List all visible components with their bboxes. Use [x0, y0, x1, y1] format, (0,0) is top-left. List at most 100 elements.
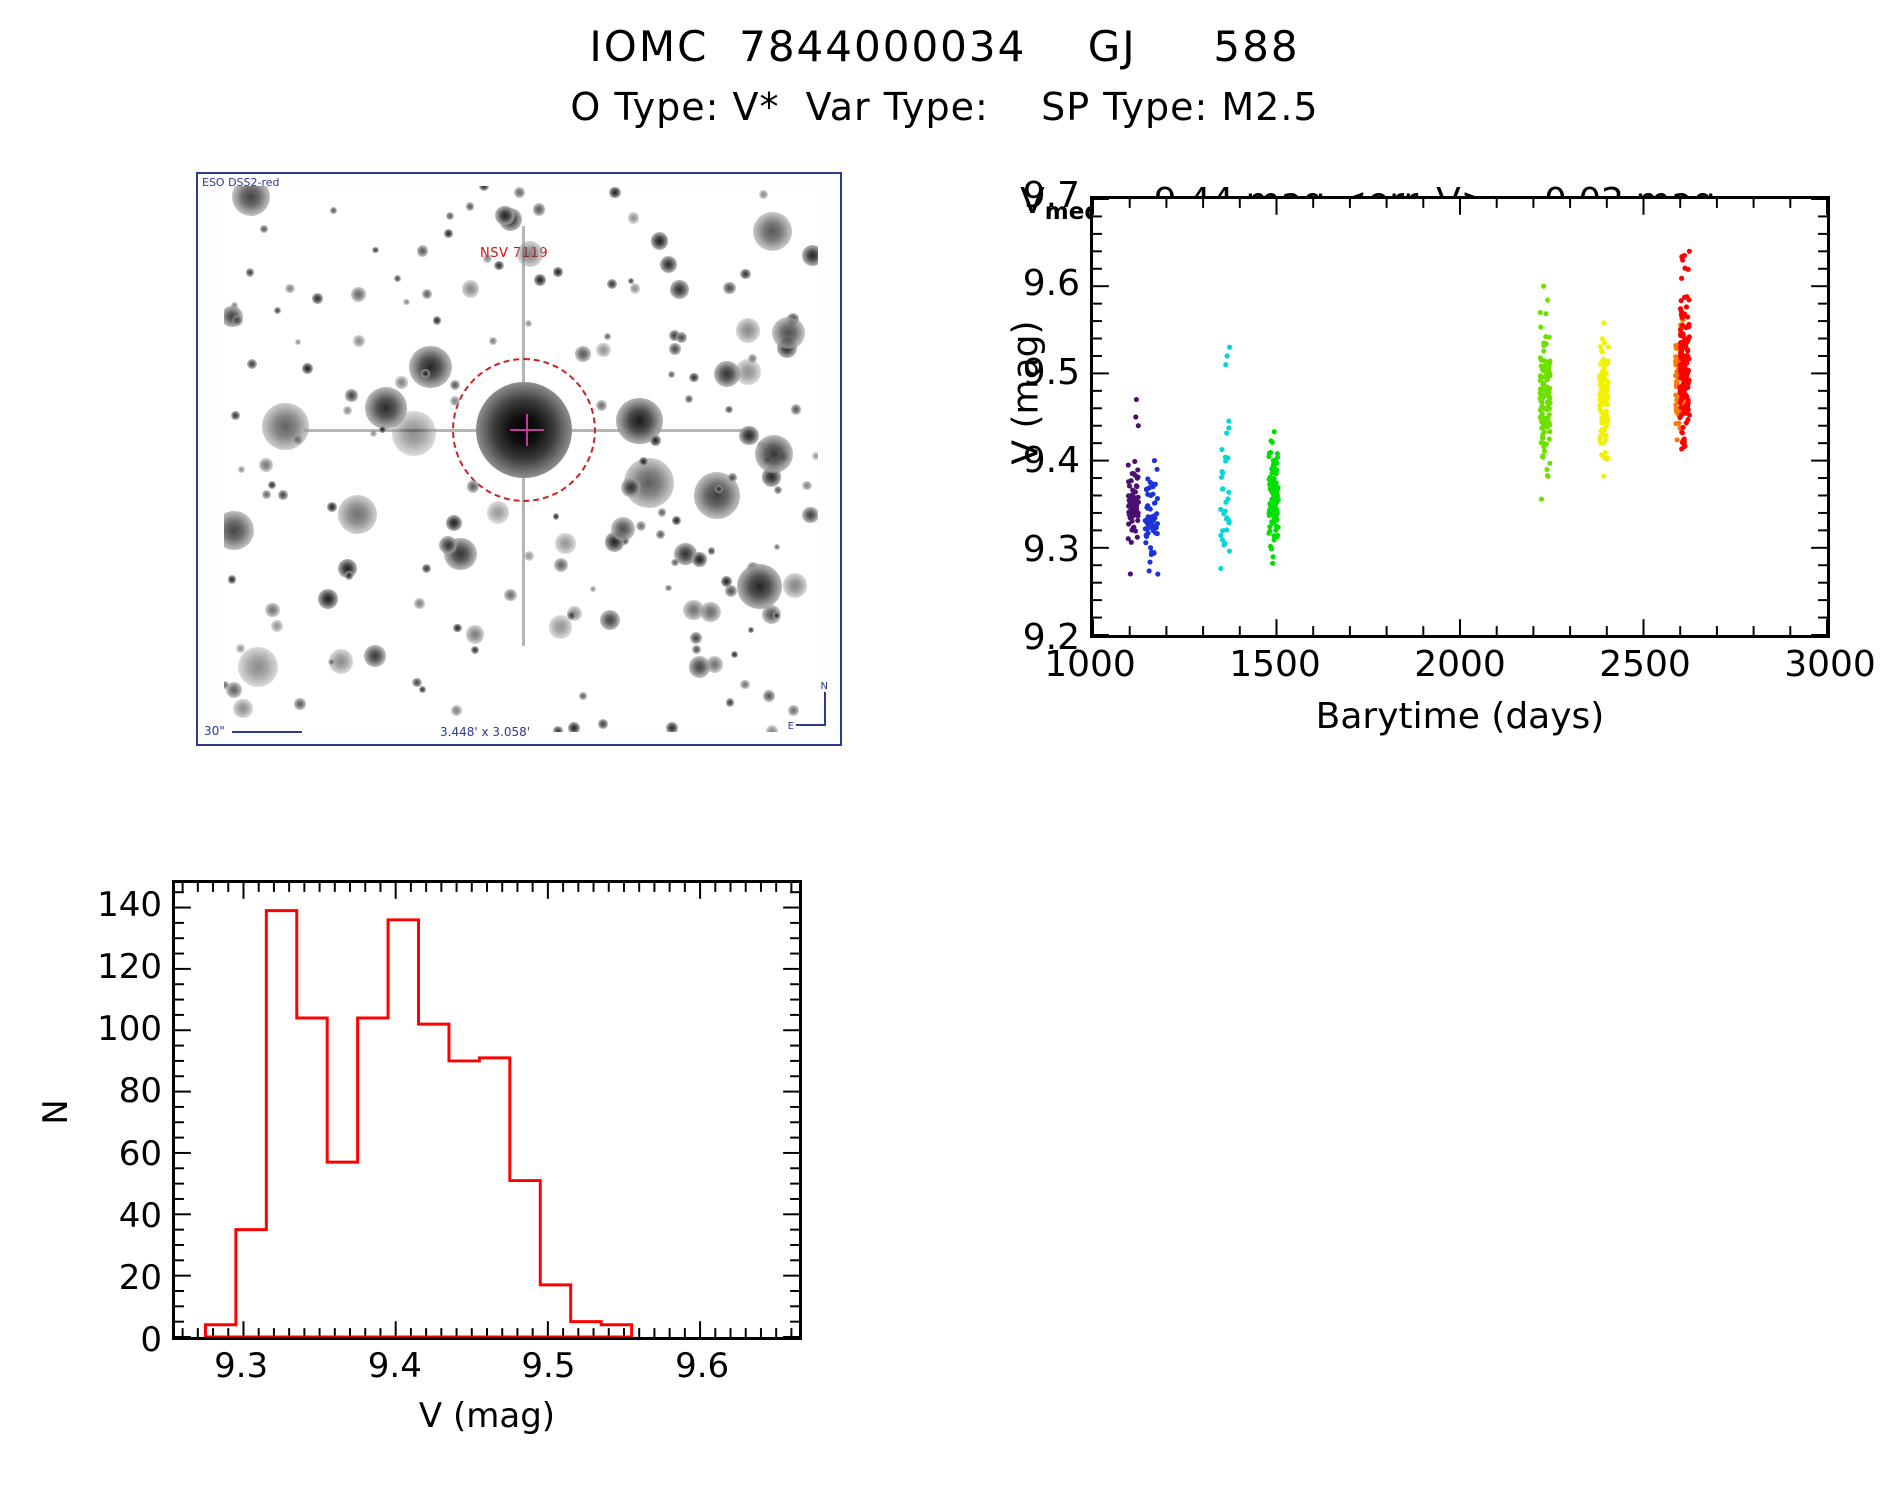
field-star [391, 411, 436, 456]
light-curve-panel: Vmed = 9.44 mag <err_V> = 0.02 mag 9.29.… [980, 140, 1876, 738]
field-star [532, 202, 546, 216]
field-star [812, 452, 818, 461]
scatter-series-rev-group-4 [1266, 429, 1281, 566]
field-star [754, 434, 793, 474]
field-star [802, 506, 818, 524]
histogram-y-tick: 120 [97, 947, 162, 988]
field-star [650, 232, 669, 250]
field-star [444, 229, 453, 239]
field-star [788, 704, 800, 716]
field-star [782, 573, 808, 598]
field-star [450, 379, 461, 390]
field-star [752, 211, 792, 251]
field-star [690, 632, 703, 645]
field-star [338, 495, 378, 535]
histogram-y-tick: 80 [118, 1071, 162, 1112]
light-curve-y-tick: 9.4 [1022, 440, 1080, 482]
field-star [748, 626, 755, 633]
field-star [466, 480, 479, 493]
scatter-series-rev-group-1 [1125, 396, 1142, 577]
field-star [294, 339, 302, 346]
field-star [688, 656, 711, 678]
field-star [351, 286, 367, 302]
histogram-y-tick: 100 [97, 1009, 162, 1050]
field-star [670, 280, 690, 300]
field-of-view-label: 3.448' x 3.058' [440, 725, 531, 739]
field-star [713, 361, 740, 387]
field-star [261, 490, 271, 500]
scatter-series-rev-group-6 [1596, 320, 1611, 479]
scatter-series-rev-group-3 [1218, 344, 1233, 572]
field-star [265, 602, 280, 618]
light-curve-y-tick-labels: 9.2 9.3 9.4 9.5 9.6 9.7 [980, 178, 1080, 656]
field-star [790, 404, 801, 415]
field-star [453, 623, 462, 633]
field-star [228, 575, 237, 584]
field-star [422, 289, 432, 300]
field-star [706, 655, 724, 673]
field-star [461, 280, 480, 299]
field-star [513, 186, 525, 198]
field-star [555, 533, 576, 554]
field-star [353, 335, 365, 347]
field-star [259, 457, 274, 472]
field-star [278, 490, 288, 500]
field-star [578, 691, 588, 700]
field-star [245, 268, 255, 277]
field-star [674, 542, 697, 566]
field-star [486, 501, 510, 524]
light-curve-x-tick: 1000 [1044, 644, 1136, 685]
field-star [438, 536, 458, 555]
field-star [603, 332, 612, 340]
field-star [575, 346, 591, 362]
field-star [725, 405, 733, 414]
field-star [450, 704, 463, 716]
field-star [595, 399, 608, 412]
field-star [224, 680, 230, 690]
finder-chart-frame: ESO DSS2-red NSV 7119 30" 3.448' x 3.058… [196, 172, 842, 746]
field-star [707, 547, 715, 555]
histogram-y-axis-title: N [36, 1099, 76, 1125]
field-star [517, 241, 543, 267]
field-star [344, 571, 354, 581]
field-star [465, 202, 475, 211]
field-star [237, 465, 245, 473]
field-star [260, 224, 269, 233]
field-star [345, 389, 358, 402]
histogram-x-axis-title: V (mag) [418, 1396, 556, 1436]
light-curve-x-tick-labels: 1000 1500 2000 2500 3000 [1044, 644, 1876, 690]
field-star [609, 187, 621, 199]
compass-east-label: E [787, 721, 794, 732]
histogram-step-outline [203, 909, 634, 1337]
field-star [802, 480, 812, 491]
field-star [630, 283, 641, 294]
field-star [231, 186, 270, 216]
field-star [267, 480, 277, 490]
field-star [364, 644, 386, 667]
light-curve-y-tick: 9.5 [1022, 351, 1080, 393]
field-star [700, 601, 722, 623]
light-curve-y-tick: 9.3 [1022, 528, 1080, 570]
field-star [714, 485, 723, 493]
histogram-svg [175, 883, 799, 1337]
field-star [596, 342, 611, 358]
field-star [393, 274, 402, 283]
field-star [553, 267, 563, 277]
field-star [553, 557, 569, 573]
target-aperture-circle [452, 358, 596, 502]
field-star [627, 212, 640, 224]
field-star [671, 558, 680, 567]
field-star [236, 644, 245, 653]
field-star [370, 429, 378, 437]
field-star [730, 651, 739, 659]
light-curve-svg [1093, 199, 1827, 635]
field-star [342, 406, 352, 415]
field-star [675, 331, 688, 344]
field-star [284, 283, 295, 294]
histogram-x-tick: 9.5 [521, 1346, 576, 1386]
field-star [548, 615, 573, 640]
vmed-symbol: V [1020, 181, 1045, 222]
field-star [627, 278, 634, 285]
field-star [606, 278, 617, 289]
field-star [636, 520, 647, 531]
